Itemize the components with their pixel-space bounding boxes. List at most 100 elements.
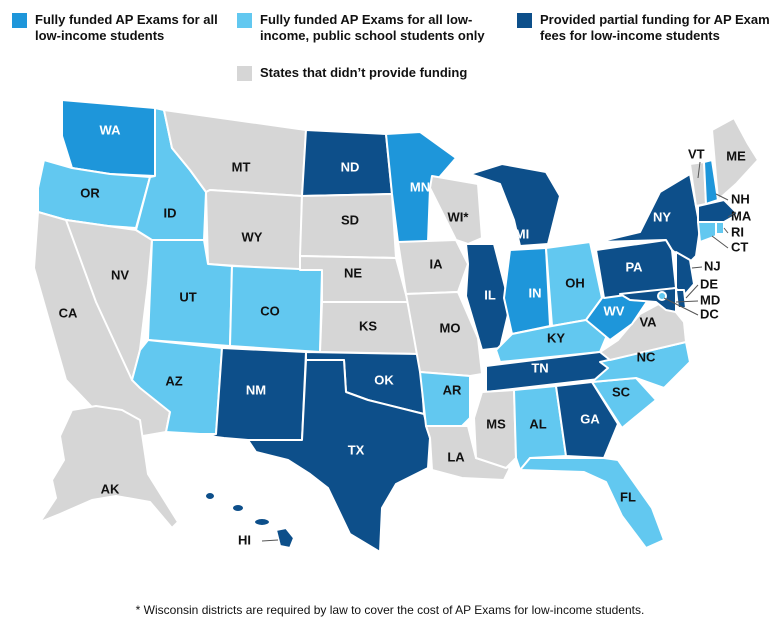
state-ct xyxy=(697,221,717,243)
state-nc xyxy=(591,341,691,389)
state-label-pa: PA xyxy=(625,259,643,274)
leader-line-ma xyxy=(727,211,737,218)
state-label-nv: NV xyxy=(111,267,129,282)
state-label-tx: TX xyxy=(348,442,365,457)
state-wa xyxy=(61,99,156,177)
legend-label-partial-funding: Provided partial funding for AP Exam fee… xyxy=(540,12,770,43)
state-label-nm: NM xyxy=(246,382,266,397)
leader-line-dc xyxy=(663,297,699,316)
state-label-ga: GA xyxy=(580,411,600,426)
state-label-ut: UT xyxy=(179,289,196,304)
legend-label-full-funding: Fully funded AP Exams for all low-income… xyxy=(35,12,218,43)
state-tx xyxy=(247,359,431,553)
leader-line-nh xyxy=(715,193,729,201)
state-label-wi: WI* xyxy=(448,209,470,224)
state-il xyxy=(465,243,511,351)
leader-lines xyxy=(261,161,737,542)
state-label-mt: MT xyxy=(232,159,251,174)
state-label-ma: MA xyxy=(731,208,752,223)
state-ga xyxy=(555,381,619,459)
state-label-ca: CA xyxy=(59,305,78,320)
state-hi-island-oahu xyxy=(231,503,245,513)
legend-item-partial-funding: Provided partial funding for AP Exam fee… xyxy=(517,12,777,44)
state-label-dc: DC xyxy=(700,306,719,321)
state-in xyxy=(503,247,551,335)
state-label-wa: WA xyxy=(100,122,122,137)
state-label-fl: FL xyxy=(620,489,636,504)
state-label-mi: MI xyxy=(515,226,529,241)
state-label-wy: WY xyxy=(242,229,263,244)
state-ar xyxy=(419,371,471,429)
state-label-co: CO xyxy=(260,303,280,318)
us-states-map: WA OR CA NV ID MT WY UT AZ CO NM ND SD N… xyxy=(33,99,759,553)
state-label-ny: NY xyxy=(653,209,671,224)
state-label-mn: MN xyxy=(410,179,430,194)
state-ri xyxy=(715,221,725,235)
state-label-va: VA xyxy=(639,314,657,329)
state-label-nj: NJ xyxy=(704,258,721,273)
state-nj xyxy=(675,251,695,299)
state-label-sd: SD xyxy=(341,212,359,227)
legend-swatch-public-school-funding xyxy=(237,13,252,28)
leader-line-de xyxy=(685,284,699,299)
leader-line-md xyxy=(675,300,699,303)
state-hi xyxy=(275,527,295,549)
state-label-or: OR xyxy=(80,185,100,200)
legend-item-public-school-funding: Fully funded AP Exams for all low-income… xyxy=(237,12,507,44)
leader-line-ri xyxy=(723,227,729,234)
state-label-ar: AR xyxy=(443,382,462,397)
leader-line-nj xyxy=(691,266,703,269)
state-label-ia: IA xyxy=(430,256,444,271)
legend-swatch-no-funding xyxy=(237,66,252,81)
legend-label-public-school-funding: Fully funded AP Exams for all low-income… xyxy=(260,12,485,43)
state-me xyxy=(711,117,759,201)
state-label-de: DE xyxy=(700,276,718,291)
state-mn xyxy=(385,131,457,243)
state-label-in: IN xyxy=(529,285,542,300)
leader-line-hi xyxy=(261,539,279,542)
state-label-me: ME xyxy=(726,148,746,163)
state-label-il: IL xyxy=(484,287,496,302)
state-ak xyxy=(39,405,179,529)
state-pa xyxy=(595,239,677,299)
legend-item-full-funding: Fully funded AP Exams for all low-income… xyxy=(12,12,232,44)
leader-line-ct xyxy=(711,235,729,249)
state-label-ok: OK xyxy=(374,372,394,387)
state-label-wv: WV xyxy=(604,303,625,318)
state-label-ms: MS xyxy=(486,416,506,431)
state-label-md: MD xyxy=(700,292,720,307)
legend-swatch-full-funding xyxy=(12,13,27,28)
state-label-nd: ND xyxy=(341,159,360,174)
state-ia xyxy=(397,239,469,295)
state-label-sc: SC xyxy=(612,384,631,399)
state-fl xyxy=(519,457,665,549)
state-label-mo: MO xyxy=(440,320,461,335)
state-hi-island-kauai xyxy=(204,491,216,501)
state-label-id: ID xyxy=(164,205,177,220)
state-label-nh: NH xyxy=(731,191,750,206)
state-label-ct: CT xyxy=(731,239,748,254)
state-label-nc: NC xyxy=(637,349,656,364)
state-hi-island-maui xyxy=(253,517,271,527)
state-label-ky: KY xyxy=(547,330,565,345)
state-label-oh: OH xyxy=(565,275,585,290)
state-label-la: LA xyxy=(447,449,465,464)
state-label-al: AL xyxy=(529,416,546,431)
legend-swatch-partial-funding xyxy=(517,13,532,28)
state-label-ak: AK xyxy=(101,481,120,496)
state-label-ks: KS xyxy=(359,318,377,333)
state-mo xyxy=(405,291,483,377)
state-ny xyxy=(597,173,701,265)
state-label-ne: NE xyxy=(344,265,362,280)
state-label-ri: RI xyxy=(731,224,744,239)
state-label-vt: VT xyxy=(688,146,705,161)
footnote: * Wisconsin districts are required by la… xyxy=(135,603,645,617)
state-label-az: AZ xyxy=(165,373,182,388)
state-mi xyxy=(469,163,561,247)
map-legend: Fully funded AP Exams for all low-income… xyxy=(0,0,780,90)
state-label-hi: HI xyxy=(238,532,251,547)
state-label-tn: TN xyxy=(531,360,548,375)
legend-label-no-funding: States that didn’t provide funding xyxy=(260,65,468,80)
state-la xyxy=(425,425,511,481)
legend-item-no-funding: States that didn’t provide funding xyxy=(237,65,507,81)
